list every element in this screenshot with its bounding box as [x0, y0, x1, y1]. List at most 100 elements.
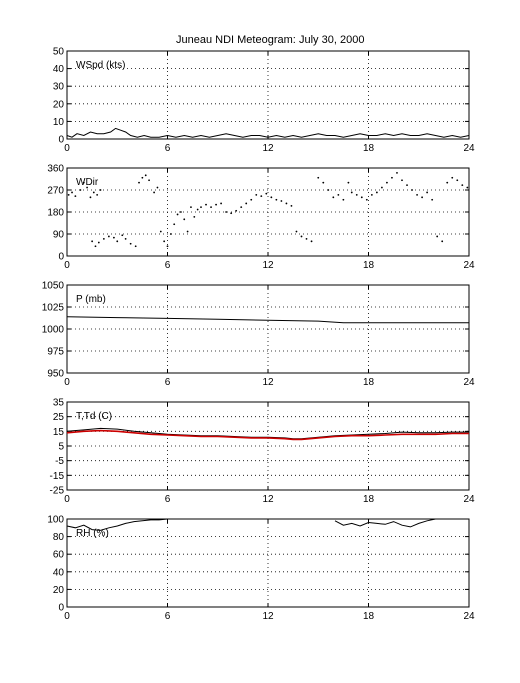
data-point: [441, 240, 444, 243]
data-point: [173, 223, 176, 226]
data-point: [94, 245, 97, 248]
y-tick-label: 10: [53, 117, 65, 128]
data-point: [456, 179, 459, 182]
data-point: [116, 240, 119, 243]
y-tick-label: 20: [53, 99, 65, 110]
y-tick-label: 20: [53, 585, 65, 596]
y-tick-label: 15: [53, 427, 65, 438]
x-tick-label: 24: [463, 494, 475, 505]
y-tick-label: 50: [53, 47, 65, 58]
y-tick-label: 0: [58, 603, 64, 614]
series-line-1: [66, 518, 469, 531]
x-tick-label: 12: [262, 143, 274, 154]
data-point: [426, 191, 429, 194]
y-tick-label: 60: [53, 550, 65, 561]
data-point: [342, 198, 345, 201]
x-tick-label: 24: [463, 143, 475, 154]
data-point: [365, 198, 368, 201]
y-tick-label: 975: [47, 347, 64, 358]
data-point: [265, 192, 268, 195]
data-point: [163, 240, 166, 243]
data-point: [391, 176, 393, 179]
data-point: [300, 235, 303, 238]
y-tick-label: 0: [58, 252, 64, 263]
data-point: [230, 212, 233, 215]
data-point: [466, 186, 469, 189]
data-point: [275, 198, 278, 201]
data-point: [350, 191, 353, 194]
data-point: [193, 215, 196, 218]
data-point: [225, 211, 228, 213]
data-point: [305, 237, 308, 240]
data-point: [235, 209, 238, 212]
data-point: [347, 181, 350, 184]
x-tick-label: 0: [64, 260, 70, 271]
data-point: [82, 181, 85, 184]
panel-label: RH (%): [76, 528, 109, 539]
data-point: [295, 230, 298, 233]
data-point: [74, 195, 77, 198]
y-tick-label: 35: [53, 398, 65, 409]
y-tick-label: -15: [50, 471, 65, 482]
data-point: [196, 208, 199, 211]
data-point: [79, 189, 82, 191]
data-point: [121, 234, 124, 237]
data-point: [411, 189, 413, 191]
data-point: [99, 189, 102, 191]
data-point: [141, 176, 144, 179]
data-point: [134, 245, 137, 248]
x-tick-label: 6: [165, 260, 171, 271]
data-point: [310, 240, 313, 243]
y-tick-label: 180: [47, 208, 64, 219]
x-tick-label: 12: [262, 611, 274, 622]
x-tick-label: 18: [363, 494, 375, 505]
panel-4: 0 6 12 18 24 -25 -15 -5 5 15 25 35 T,Td (C): [50, 398, 475, 506]
data-point: [102, 237, 105, 240]
data-point: [220, 202, 223, 205]
y-tick-label: 25: [53, 412, 65, 423]
data-point: [317, 176, 320, 179]
panel-2: 0 6 12 18 24 0 90 180 270 360 WDir: [47, 164, 475, 272]
data-point: [406, 184, 408, 187]
x-tick-label: 12: [262, 377, 274, 388]
series-line-2: [66, 429, 469, 441]
data-point: [186, 230, 189, 233]
data-point: [375, 191, 378, 194]
data-point: [280, 200, 283, 202]
data-point: [327, 189, 330, 191]
x-tick-label: 0: [64, 143, 70, 154]
panel-label: WSpd (kts): [76, 60, 125, 71]
x-tick-label: 6: [165, 377, 171, 388]
data-point: [250, 198, 253, 201]
y-tick-label: 1025: [42, 303, 65, 314]
data-point: [381, 186, 383, 189]
panel-3: 0 6 12 18 24 950 975 1000 1025 1050 P (mb): [42, 281, 475, 389]
data-point: [240, 206, 243, 209]
y-tick-label: -5: [55, 456, 64, 467]
x-tick-label: 18: [363, 260, 375, 271]
data-point: [355, 193, 358, 196]
panel-5: 0 6 12 18 24 0 20 40 60 80 100 RH (%): [47, 515, 475, 623]
data-point: [451, 176, 454, 179]
x-tick-label: 6: [165, 143, 171, 154]
y-tick-label: 0: [58, 135, 64, 146]
data-point: [386, 181, 388, 184]
data-point: [180, 211, 182, 213]
y-tick-label: 40: [53, 567, 65, 578]
x-tick-label: 12: [262, 494, 274, 505]
data-point: [416, 193, 418, 196]
data-point: [159, 230, 162, 233]
panel-label: WDir: [76, 177, 99, 188]
panel-label: T,Td (C): [76, 411, 112, 422]
data-point: [138, 181, 140, 184]
data-point: [67, 193, 70, 196]
data-point: [113, 236, 115, 239]
data-point: [166, 245, 169, 248]
data-point: [436, 235, 439, 238]
data-point: [255, 193, 258, 196]
figure-date: July 30, 2000: [299, 34, 364, 46]
y-tick-label: 30: [53, 82, 65, 93]
data-point: [332, 196, 335, 199]
data-point: [215, 203, 217, 206]
